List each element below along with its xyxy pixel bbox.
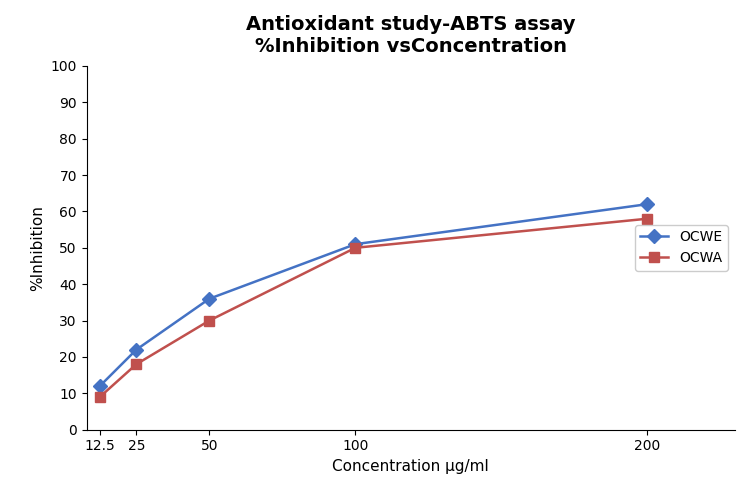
X-axis label: Concentration µg/ml: Concentration µg/ml [332,459,489,474]
OCWA [351,245,360,251]
Line: OCWE: OCWE [95,199,652,391]
OCWA [643,216,652,222]
OCWA [132,361,141,367]
Title: Antioxidant study-ABTS assay
%Inhibition vsConcentration: Antioxidant study-ABTS assay %Inhibition… [246,15,575,56]
Legend: OCWE, OCWA: OCWE, OCWA [635,225,728,271]
OCWA [205,317,214,323]
OCWE [643,201,652,207]
OCWE [95,383,104,389]
Y-axis label: %Inhibition: %Inhibition [30,205,45,291]
OCWE [132,347,141,353]
OCWA [95,394,104,400]
OCWE [205,296,214,302]
Line: OCWA: OCWA [95,214,652,402]
OCWE [351,241,360,247]
